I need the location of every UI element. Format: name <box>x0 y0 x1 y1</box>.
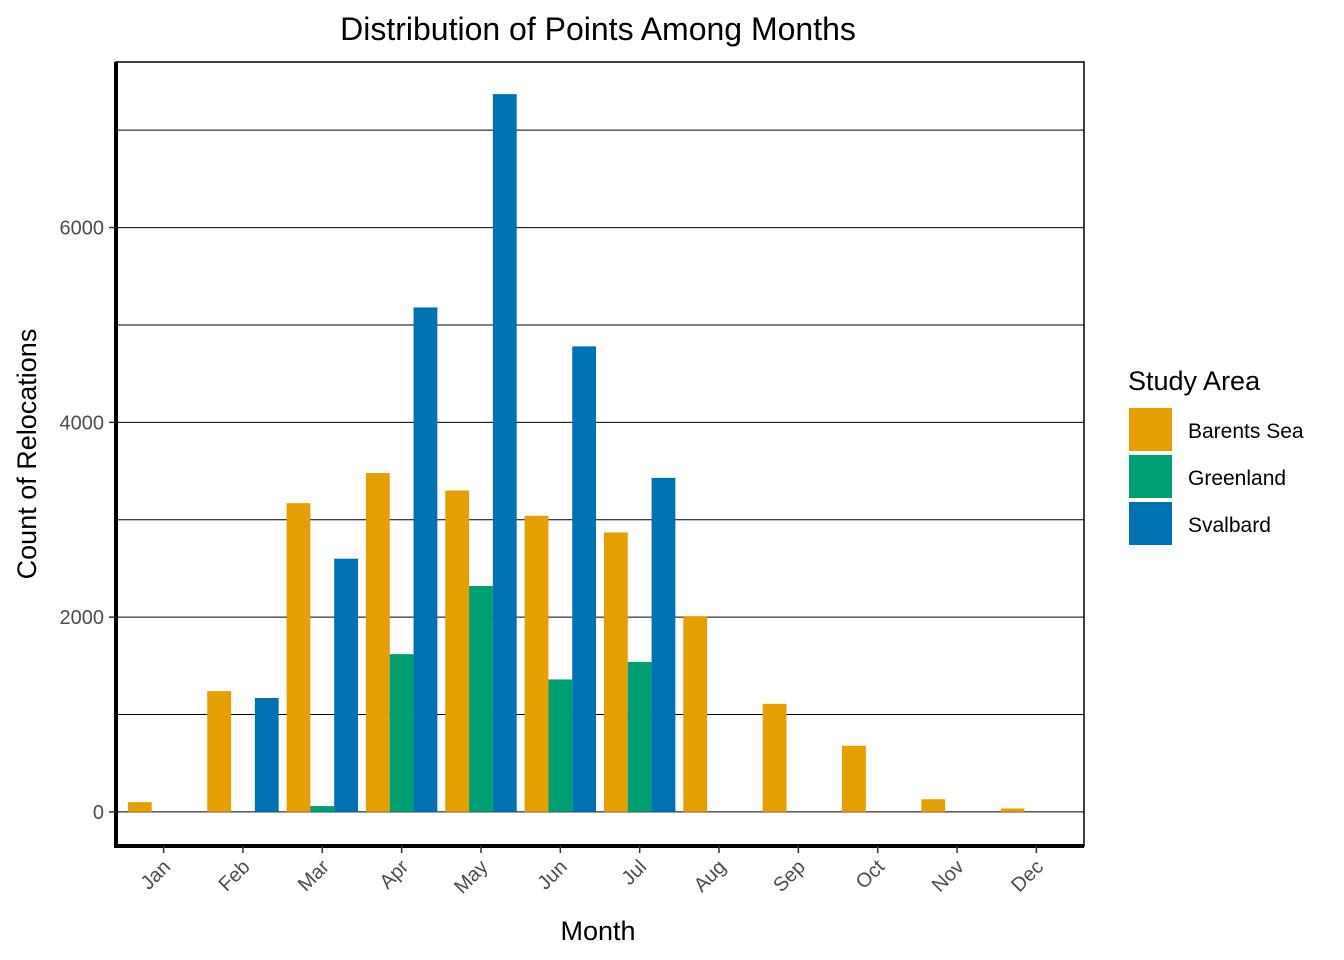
bar-barents-sea-sep <box>762 703 787 812</box>
bar-barents-sea-may <box>445 490 470 812</box>
x-axis-title: Month <box>560 916 635 946</box>
legend-label-svalbard: Svalbard <box>1188 514 1271 537</box>
y-tick-label-0: 0 <box>93 802 104 824</box>
bar-barents-sea-oct <box>842 745 866 812</box>
x-tick-label-aug: Aug <box>690 856 731 897</box>
bar-barents-sea-jan <box>127 802 152 812</box>
bar-svalbard-may <box>492 94 517 812</box>
bar-greenland-jul <box>627 661 652 812</box>
x-tick-label-mar: Mar <box>294 856 334 896</box>
legend-swatch-barents-sea <box>1129 408 1172 451</box>
bar-barents-sea-nov <box>921 799 946 812</box>
bar-barents-sea-jul <box>603 532 628 812</box>
bar-greenland-apr <box>389 654 414 812</box>
bar-greenland-mar <box>310 806 335 812</box>
legend-swatch-svalbard <box>1129 502 1172 545</box>
axes <box>109 61 1085 853</box>
x-tick-label-jun: Jun <box>534 856 572 894</box>
x-tick-label-apr: Apr <box>376 856 414 894</box>
y-tick-label-4000: 4000 <box>60 412 105 434</box>
bar-svalbard-mar <box>334 558 358 812</box>
y-axis-title: Count of Relocations <box>12 329 42 580</box>
bar-barents-sea-dec <box>1000 808 1025 812</box>
legend-label-greenland: Greenland <box>1188 467 1286 490</box>
bar-barents-sea-jun <box>524 515 549 812</box>
legend: Study Area Barents Sea Greenland Svalbard <box>1128 366 1304 545</box>
bar-greenland-jun <box>548 679 573 812</box>
legend-title: Study Area <box>1128 366 1261 396</box>
x-tick-labels: Jan Feb Mar Apr May Jun Jul Aug Sep Oct Nov Dec <box>137 856 1048 899</box>
x-tick-label-jul: Jul <box>618 856 652 890</box>
x-tick-label-jan: Jan <box>137 856 175 894</box>
x-tick-label-may: May <box>450 856 492 898</box>
x-tick-label-dec: Dec <box>1007 856 1048 897</box>
bars <box>127 94 1025 812</box>
bar-svalbard-jul <box>651 477 676 812</box>
y-tick-label-6000: 6000 <box>60 218 105 240</box>
x-tick-label-feb: Feb <box>215 856 255 896</box>
x-tick-label-nov: Nov <box>928 856 969 897</box>
x-tick-label-oct: Oct <box>852 856 890 894</box>
legend-swatch-greenland <box>1129 455 1172 498</box>
bar-barents-sea-apr <box>365 472 390 812</box>
bar-barents-sea-mar <box>286 503 311 812</box>
bar-barents-sea-aug <box>683 616 708 812</box>
bar-svalbard-apr <box>413 307 438 812</box>
y-tick-labels: 0 2000 4000 6000 <box>60 218 105 824</box>
x-tick-label-sep: Sep <box>769 856 810 897</box>
chart-title: Distribution of Points Among Months <box>340 11 856 47</box>
y-tick-label-2000: 2000 <box>60 607 105 629</box>
bar-svalbard-jun <box>572 346 597 812</box>
legend-label-barents-sea: Barents Sea <box>1188 420 1304 443</box>
bar-greenland-may <box>469 585 493 812</box>
bar-svalbard-feb <box>254 697 279 812</box>
bar-barents-sea-feb <box>207 691 232 812</box>
